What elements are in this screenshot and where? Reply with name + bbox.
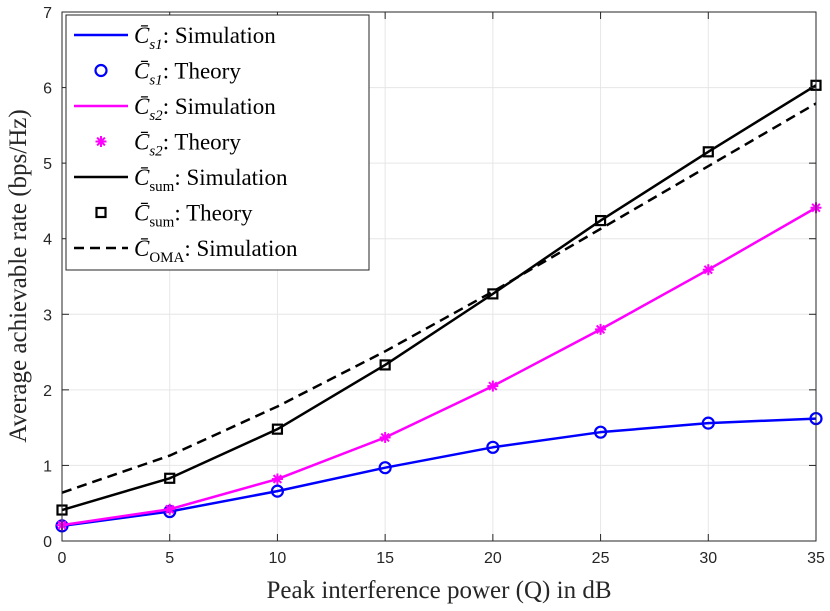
data-point-marker-stroke: [488, 381, 498, 391]
y-tick-label: 7: [43, 5, 52, 22]
data-point-marker-stroke: [595, 324, 606, 334]
legend-label: C̄s1: Theory: [134, 59, 241, 89]
data-point-marker: [271, 473, 283, 485]
legend-label: C̄sum: Theory: [134, 201, 253, 231]
data-point-marker: [593, 425, 608, 439]
legend-label: C̄OMA: Simulation: [134, 236, 298, 266]
data-point-marker: [270, 484, 285, 498]
legend-entry: C̄OMA: Simulation: [74, 236, 298, 266]
legend-entry: C̄s1: Theory: [94, 59, 241, 89]
data-point-marker: [271, 423, 284, 435]
legend-entry: C̄s2: Simulation: [74, 94, 276, 124]
x-tick-label: 15: [376, 550, 394, 567]
data-point-marker-stroke: [703, 265, 713, 275]
x-tick-label: 5: [165, 550, 174, 567]
data-point-marker-stroke: [272, 474, 283, 484]
legend-label: C̄s1: Simulation: [134, 23, 276, 53]
legend-label: C̄sum: Simulation: [134, 165, 288, 195]
legend-entry: C̄sum: Theory: [95, 201, 253, 231]
x-tick-label: 25: [592, 550, 610, 567]
y-tick-label: 2: [43, 383, 52, 400]
y-tick-label: 5: [43, 156, 52, 173]
y-tick-label: 4: [43, 232, 52, 249]
y-tick-label: 3: [43, 307, 52, 324]
y-axis-label: Average achievable rate (bps/Hz): [5, 109, 32, 442]
data-point-marker-stroke: [165, 504, 175, 514]
series-6: [61, 102, 817, 494]
tick-labels: 0 5 10 15 20 25 30 35 0 1 2 3 4 5 6 7: [43, 5, 825, 567]
legend-marker-sample: [94, 63, 108, 78]
data-point-marker: [701, 416, 715, 430]
x-tick-label: 30: [699, 550, 717, 567]
series-0: [61, 417, 817, 528]
legend-marker-sample-stroke: [96, 136, 106, 147]
data-point-marker: [486, 440, 500, 454]
data-point-marker: [594, 214, 607, 227]
data-point-marker: [702, 264, 714, 276]
y-tick-label: 6: [43, 81, 52, 98]
data-point-marker: [379, 359, 391, 371]
legend-entry: C̄sum: Simulation: [74, 165, 288, 195]
data-point-marker: [378, 461, 392, 475]
data-point-marker: [379, 431, 391, 443]
y-tick-label: 0: [43, 534, 52, 551]
data-point-marker-stroke: [380, 432, 390, 443]
legend-label: C̄s2: Simulation: [134, 94, 276, 124]
plot-frame: [61, 11, 817, 542]
y-tick-label: 1: [43, 458, 52, 475]
legend-marker-sample: [95, 206, 107, 219]
data-point-marker: [595, 323, 607, 335]
data-point-marker: [164, 472, 176, 484]
series-line: [61, 206, 817, 527]
data-point-marker: [487, 380, 499, 392]
data-series: [55, 79, 823, 533]
data-point-marker: [702, 146, 714, 158]
x-tick-label: 0: [58, 550, 67, 567]
x-tick-label: 10: [269, 550, 287, 567]
series-2: [61, 206, 817, 527]
series-line: [61, 102, 817, 494]
x-tick-label: 35: [807, 550, 825, 567]
x-axis-label: Peak interference power (Q) in dB: [267, 577, 612, 604]
series-4: [61, 84, 817, 512]
data-point-marker: [164, 503, 176, 515]
x-tick-label: 20: [484, 550, 502, 567]
series-line: [61, 417, 817, 528]
legend-marker-sample: [95, 136, 107, 147]
axes: [61, 11, 817, 542]
legend-box: [65, 14, 370, 271]
series-line: [61, 84, 817, 512]
legend: C̄s1: Simulation C̄s1: Theory C̄s2: Simula…: [65, 14, 370, 271]
legend-entry: C̄s2: Theory: [95, 130, 241, 160]
legend-entry: C̄s1: Simulation: [74, 23, 276, 53]
legend-label: C̄s2: Theory: [134, 130, 241, 160]
